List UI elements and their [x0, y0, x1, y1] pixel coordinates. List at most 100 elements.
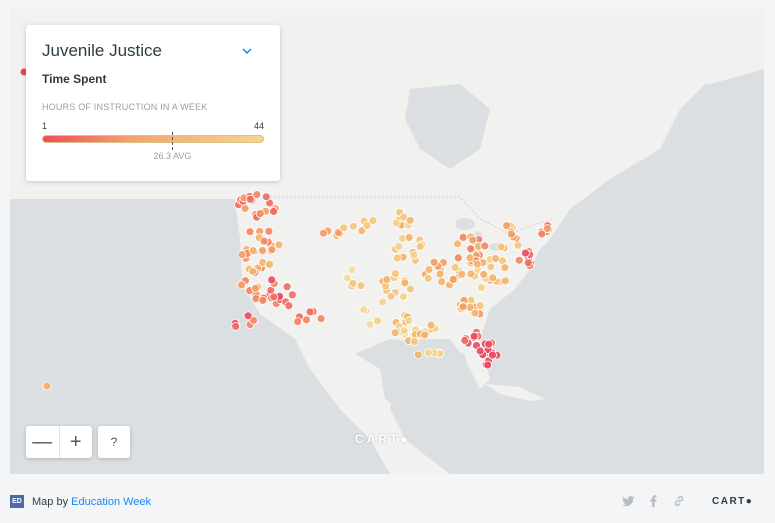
facility-point[interactable]	[269, 206, 279, 216]
facility-point[interactable]	[450, 263, 460, 272]
facility-point[interactable]	[542, 224, 552, 233]
facility-point[interactable]	[437, 277, 447, 287]
facility-point[interactable]	[231, 321, 241, 331]
facility-point[interactable]	[405, 215, 415, 225]
facility-point[interactable]	[453, 253, 463, 263]
facility-point[interactable]	[356, 281, 366, 291]
zoom-in-button[interactable]: +	[69, 430, 82, 453]
facility-point[interactable]	[405, 284, 415, 294]
facility-point[interactable]	[348, 221, 358, 231]
facility-point[interactable]	[282, 282, 292, 292]
facility-point[interactable]	[248, 246, 258, 255]
facility-point[interactable]	[466, 244, 476, 254]
facility-point[interactable]	[409, 250, 419, 260]
facility-point[interactable]	[400, 278, 410, 288]
facility-point[interactable]	[265, 259, 274, 269]
facility-point[interactable]	[261, 192, 271, 202]
facility-point[interactable]	[42, 381, 52, 391]
facility-point[interactable]	[409, 337, 419, 346]
facility-point[interactable]	[423, 274, 433, 283]
facility-point[interactable]	[470, 308, 480, 318]
facility-point[interactable]	[362, 221, 372, 231]
facility-point[interactable]	[424, 265, 434, 275]
facility-point[interactable]	[392, 253, 402, 263]
facility-point[interactable]	[237, 250, 247, 260]
facility-point[interactable]	[255, 209, 265, 219]
facility-point[interactable]	[318, 228, 328, 238]
facility-point[interactable]	[506, 229, 516, 239]
facility-point[interactable]	[293, 317, 303, 327]
facility-point[interactable]	[413, 350, 423, 360]
facility-point[interactable]	[342, 273, 352, 283]
facility-point[interactable]	[316, 314, 326, 324]
facility-point[interactable]	[420, 330, 430, 340]
facility-point[interactable]	[390, 328, 400, 338]
facility-point[interactable]	[460, 336, 470, 345]
facility-point[interactable]	[243, 311, 253, 321]
facility-point[interactable]	[453, 239, 463, 249]
facility-point[interactable]	[404, 316, 414, 326]
facility-point[interactable]	[475, 346, 485, 356]
facility-point[interactable]	[514, 255, 524, 265]
facility-point[interactable]	[368, 216, 378, 226]
facility-point[interactable]	[267, 245, 277, 255]
facility-point[interactable]	[483, 360, 493, 370]
facility-point[interactable]	[476, 282, 486, 292]
facility-point[interactable]	[423, 348, 433, 358]
facility-point[interactable]	[348, 278, 358, 288]
help-button[interactable]: ?	[98, 426, 130, 458]
facility-point[interactable]	[475, 301, 485, 311]
facility-point[interactable]	[496, 242, 506, 252]
facility-point[interactable]	[435, 269, 445, 279]
facility-point[interactable]	[237, 280, 247, 290]
facility-point[interactable]	[458, 232, 468, 242]
facility-point[interactable]	[415, 241, 425, 251]
facility-point[interactable]	[378, 297, 388, 307]
facility-point[interactable]	[394, 241, 404, 251]
facility-point[interactable]	[258, 295, 268, 305]
facility-point[interactable]	[347, 265, 357, 275]
twitter-icon[interactable]	[622, 495, 635, 510]
facility-point[interactable]	[248, 266, 258, 276]
facility-point[interactable]	[399, 292, 408, 302]
facility-point[interactable]	[245, 227, 255, 237]
facility-point[interactable]	[258, 246, 267, 256]
facility-point[interactable]	[245, 194, 255, 204]
facility-point[interactable]	[448, 274, 458, 284]
facility-point[interactable]	[274, 240, 284, 250]
facility-point[interactable]	[264, 226, 274, 236]
facility-point[interactable]	[359, 305, 369, 315]
facility-point[interactable]	[305, 307, 315, 317]
facility-point[interactable]	[240, 204, 250, 213]
facility-point[interactable]	[399, 326, 409, 336]
facility-point[interactable]	[426, 320, 436, 330]
facility-point[interactable]	[479, 269, 489, 279]
author-link[interactable]: Education Week	[71, 496, 152, 508]
facility-point[interactable]	[458, 302, 468, 312]
facility-point[interactable]	[465, 253, 475, 263]
facility-point[interactable]	[391, 269, 400, 279]
facility-point[interactable]	[488, 350, 497, 360]
facility-point[interactable]	[373, 316, 383, 326]
facility-point[interactable]	[365, 319, 375, 329]
facility-point[interactable]	[251, 283, 260, 293]
link-icon[interactable]	[673, 495, 685, 510]
facility-point[interactable]	[391, 218, 401, 228]
carto-logo[interactable]: CART●	[712, 496, 754, 507]
facility-point[interactable]	[339, 223, 349, 233]
zoom-out-button[interactable]: —	[26, 426, 60, 458]
facility-point[interactable]	[488, 273, 498, 283]
map-canvas[interactable]	[10, 9, 764, 474]
facility-point[interactable]	[466, 269, 476, 279]
facility-point[interactable]	[457, 269, 467, 279]
facility-point[interactable]	[267, 275, 277, 285]
facility-point[interactable]	[468, 235, 478, 245]
facility-point[interactable]	[500, 263, 510, 273]
facility-point[interactable]	[502, 221, 512, 231]
facility-point[interactable]	[357, 226, 367, 236]
facility-point[interactable]	[523, 258, 533, 268]
facility-point[interactable]	[480, 241, 490, 251]
facility-point[interactable]	[386, 291, 396, 301]
facility-point[interactable]	[287, 290, 297, 300]
facebook-icon[interactable]	[650, 495, 657, 510]
